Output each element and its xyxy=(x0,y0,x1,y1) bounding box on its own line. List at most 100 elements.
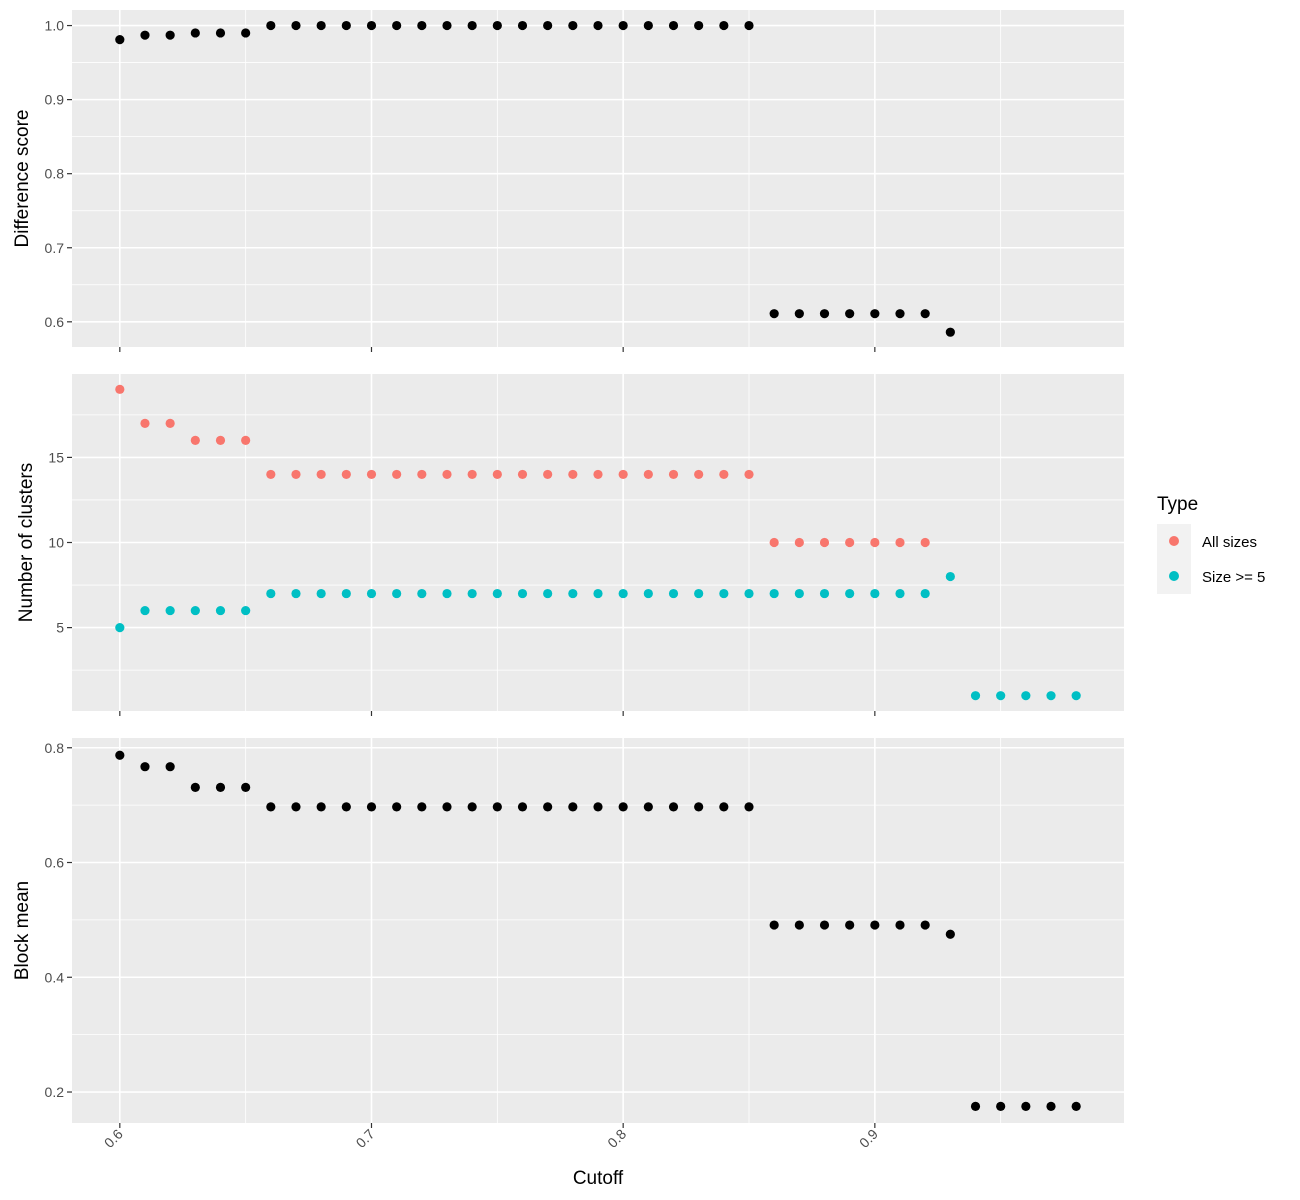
data-point-series xyxy=(215,28,226,38)
data-point-size-5 xyxy=(215,605,226,616)
data-point-size-5 xyxy=(694,588,704,599)
legend: Type All sizes Size >= 5 xyxy=(1157,494,1265,594)
y-tick-label: 0.7 xyxy=(45,240,65,256)
data-point-size-5 xyxy=(970,691,981,701)
data-point-size-5 xyxy=(568,588,578,599)
data-point-all-sizes xyxy=(417,469,427,480)
data-point-series xyxy=(568,802,578,812)
data-point-series xyxy=(794,920,804,930)
data-point-series xyxy=(366,802,377,812)
data-point-all-sizes xyxy=(215,435,226,445)
legend-label-size-ge-5: Size >= 5 xyxy=(1202,569,1265,586)
data-point-series xyxy=(467,20,477,31)
legend-title: Type xyxy=(1157,494,1198,515)
data-point-all-sizes xyxy=(744,469,754,480)
data-point-series xyxy=(190,28,200,38)
y-tick-label: 15 xyxy=(48,449,64,465)
panel-background xyxy=(72,738,1124,1123)
data-point-size-5 xyxy=(266,588,276,599)
data-point-size-5 xyxy=(392,588,402,599)
legend-key-size-ge-5 xyxy=(1169,571,1179,581)
data-point-series xyxy=(945,327,955,337)
data-point-all-sizes xyxy=(165,418,175,428)
data-point-all-sizes xyxy=(190,435,200,445)
y-tick-label: 0.6 xyxy=(45,314,65,330)
data-point-series xyxy=(744,20,754,31)
x-tick-label: 0.8 xyxy=(604,1126,629,1151)
data-point-series xyxy=(467,802,477,812)
y-tick-label: 0.9 xyxy=(45,92,65,108)
y-axis-title: Difference score xyxy=(12,110,33,248)
data-point-series xyxy=(316,802,326,812)
data-point-series xyxy=(140,30,150,40)
data-point-series xyxy=(668,802,679,812)
data-point-series xyxy=(266,802,276,812)
data-point-size-5 xyxy=(618,588,628,599)
data-point-series xyxy=(392,802,402,812)
data-point-series xyxy=(719,802,729,812)
legend-label-all-sizes: All sizes xyxy=(1202,534,1257,551)
data-point-series xyxy=(694,20,704,31)
data-point-series xyxy=(920,309,930,319)
data-point-series xyxy=(1046,1101,1056,1111)
data-point-series xyxy=(970,1101,981,1111)
data-point-size-5 xyxy=(543,588,553,599)
data-point-series xyxy=(870,309,880,319)
data-point-series xyxy=(366,20,377,31)
data-point-all-sizes xyxy=(870,537,880,548)
data-point-all-sizes xyxy=(920,537,930,548)
data-point-series xyxy=(417,802,427,812)
data-point-size-5 xyxy=(845,588,855,599)
x-tick-label: 0.7 xyxy=(353,1126,378,1151)
data-point-size-5 xyxy=(291,588,301,599)
data-point-series xyxy=(618,802,628,812)
data-point-all-sizes xyxy=(845,537,855,548)
data-point-series xyxy=(442,802,452,812)
data-point-series xyxy=(190,782,200,792)
data-point-series xyxy=(492,20,502,31)
data-point-size-5 xyxy=(870,588,880,599)
data-point-size-5 xyxy=(140,605,150,616)
data-point-series xyxy=(492,802,502,812)
data-point-series xyxy=(719,20,729,31)
data-point-size-5 xyxy=(895,588,905,599)
panel-background xyxy=(72,10,1124,347)
data-point-all-sizes xyxy=(694,469,704,480)
data-point-size-5 xyxy=(417,588,427,599)
data-point-series xyxy=(895,309,905,319)
data-point-series xyxy=(593,802,603,812)
data-point-series xyxy=(643,20,653,31)
x-tick-label: 0.9 xyxy=(856,1126,881,1151)
data-point-all-sizes xyxy=(266,469,276,480)
data-point-size-5 xyxy=(1046,691,1056,701)
y-tick-label: 10 xyxy=(48,535,64,551)
data-point-series xyxy=(241,782,251,792)
data-point-series xyxy=(769,309,779,319)
data-point-size-5 xyxy=(517,588,528,599)
data-point-size-5 xyxy=(115,623,125,633)
data-point-series xyxy=(543,802,553,812)
data-point-all-sizes xyxy=(794,537,804,548)
panel-1: 0.6 0.7 0.8 0.9 1.0 Difference score xyxy=(12,10,1124,352)
y-tick-label: 0.6 xyxy=(45,855,65,871)
data-point-series xyxy=(895,920,905,930)
data-point-series xyxy=(266,20,276,31)
data-point-size-5 xyxy=(643,588,653,599)
data-point-series xyxy=(593,20,603,31)
data-point-size-5 xyxy=(945,571,955,582)
data-point-series xyxy=(543,20,553,31)
legend-keys-background xyxy=(1157,524,1191,594)
data-point-series xyxy=(241,28,251,38)
data-point-series xyxy=(165,762,175,772)
y-tick-label: 0.8 xyxy=(45,740,65,756)
data-point-series xyxy=(920,920,930,930)
data-point-series xyxy=(568,20,578,31)
data-point-all-sizes xyxy=(241,435,251,445)
data-point-all-sizes xyxy=(392,469,402,480)
data-point-series xyxy=(291,802,301,812)
data-point-size-5 xyxy=(492,588,502,599)
data-point-all-sizes xyxy=(517,469,528,480)
data-point-size-5 xyxy=(316,588,326,599)
data-point-size-5 xyxy=(1021,691,1031,701)
